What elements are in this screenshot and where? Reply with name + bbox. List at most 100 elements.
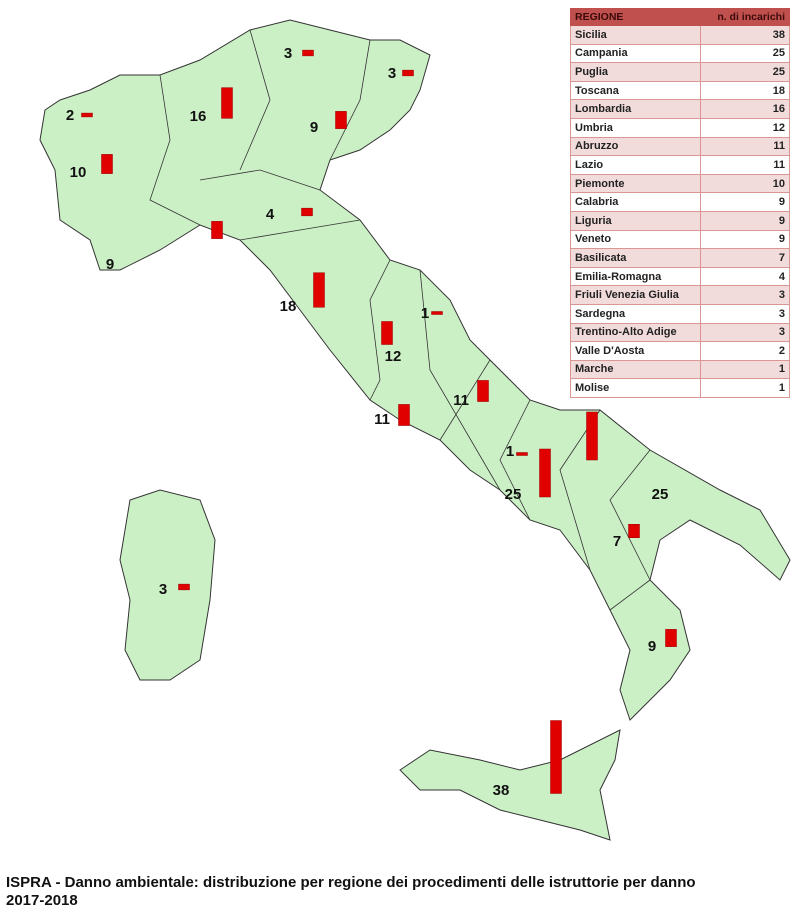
region-name: Abruzzo	[569, 136, 702, 157]
table-row: Friuli Venezia Giulia 3	[569, 285, 790, 305]
region-count: 3	[700, 322, 790, 343]
region-count: 9	[700, 192, 790, 212]
region-name: Friuli Venezia Giulia	[569, 285, 702, 305]
bar-friuli-venezia-giulia	[402, 69, 414, 77]
region-name: Calabria	[569, 192, 702, 212]
region-count: 2	[700, 341, 790, 361]
table-row: Lombardia 16	[569, 99, 790, 119]
bar-molise	[516, 452, 528, 456]
table-row: Basilicata 7	[569, 248, 790, 268]
region-count: 4	[700, 266, 790, 287]
region-count: 3	[700, 303, 790, 324]
table-row: Emilia-Romagna 4	[569, 266, 790, 287]
value-label: 9	[310, 119, 318, 136]
region-count: 25	[700, 43, 790, 64]
region-name: Piemonte	[569, 173, 702, 194]
mainland-italy	[39, 19, 791, 721]
region-name: Valle D'Aosta	[569, 341, 702, 361]
table-row: Valle D'Aosta 2	[569, 341, 790, 361]
bar-valle-d-aosta	[81, 112, 93, 118]
table-row: Abruzzo 11	[569, 136, 790, 157]
region-name: Liguria	[569, 210, 702, 231]
bar-veneto	[335, 111, 347, 129]
sardinia-island	[119, 489, 216, 681]
table-row: Piemonte 10	[569, 173, 790, 194]
region-count: 7	[700, 248, 790, 268]
table-row: Molise 1	[569, 378, 790, 398]
value-label: 1	[421, 305, 429, 322]
region-name: Molise	[569, 378, 702, 398]
region-name: Sardegna	[569, 303, 702, 324]
region-borders	[149, 29, 651, 611]
region-name: Lombardia	[569, 99, 702, 119]
region-count: 11	[700, 155, 790, 175]
region-name: Toscana	[569, 80, 702, 101]
value-label: 4	[266, 206, 275, 223]
region-name: Marche	[569, 359, 702, 380]
value-label: 7	[613, 533, 621, 550]
region-count: 11	[700, 136, 790, 157]
bar-sardegna	[178, 583, 190, 591]
table-row: Umbria 12	[569, 117, 790, 138]
sicily-island	[399, 729, 621, 841]
column-header-incarichi: n. di incarichi	[700, 8, 790, 26]
value-label: 16	[190, 108, 207, 125]
value-label: 11	[453, 392, 469, 409]
column-header-regione: REGIONE	[569, 8, 702, 26]
region-table: REGIONE n. di incarichi Sicilia 38 Campani…	[569, 8, 790, 398]
bar-trentino-alto-adige	[302, 49, 314, 57]
bar-umbria	[381, 321, 393, 345]
region-count: 18	[700, 80, 790, 101]
bar-abruzzo	[477, 380, 489, 402]
region-count: 1	[700, 378, 790, 398]
value-label: 3	[159, 581, 167, 598]
value-label: 9	[648, 638, 656, 655]
region-name: Puglia	[569, 62, 702, 82]
region-count: 9	[700, 229, 790, 250]
value-label: 1	[506, 443, 514, 460]
bar-calabria	[665, 629, 677, 647]
value-label: 12	[385, 348, 402, 365]
region-count: 1	[700, 359, 790, 380]
region-count: 25	[700, 62, 790, 82]
table-row: Puglia 25	[569, 62, 790, 82]
region-count: 10	[700, 173, 790, 194]
table-row: Toscana 18	[569, 80, 790, 101]
bar-lazio	[398, 404, 410, 426]
table-row: Sicilia 38	[569, 25, 790, 45]
region-name: Basilicata	[569, 248, 702, 268]
region-name: Lazio	[569, 155, 702, 175]
caption-line-2: 2017-2018	[6, 892, 78, 909]
region-count: 9	[700, 210, 790, 231]
value-label: 2	[66, 107, 74, 124]
table-row: Calabria 9	[569, 192, 790, 212]
bar-lombardia	[221, 87, 233, 119]
table-row: Trentino-Alto Adige 3	[569, 322, 790, 343]
region-name: Umbria	[569, 117, 702, 138]
caption-line-1: ISPRA - Danno ambientale: distribuzione …	[6, 874, 696, 891]
value-label: 25	[505, 486, 522, 503]
region-count: 3	[700, 285, 790, 305]
value-label: 3	[284, 45, 292, 62]
region-name: Trentino-Alto Adige	[569, 322, 702, 343]
table-row: Campania 25	[569, 43, 790, 64]
region-name: Emilia-Romagna	[569, 266, 702, 287]
bar-toscana	[313, 272, 325, 308]
region-count: 16	[700, 99, 790, 119]
value-label: 3	[388, 65, 396, 82]
bar-emilia-romagna	[301, 207, 313, 217]
region-name: Sicilia	[569, 25, 702, 45]
value-label: 18	[280, 298, 297, 315]
value-label: 9	[106, 256, 114, 273]
bar-campania	[539, 448, 551, 498]
bar-marche	[431, 311, 443, 315]
bar-basilicata	[628, 524, 640, 538]
table-row: Liguria 9	[569, 210, 790, 231]
region-name: Veneto	[569, 229, 702, 250]
table-row: Sardegna 3	[569, 303, 790, 324]
table-row: Lazio 11	[569, 155, 790, 175]
value-label: 11	[374, 411, 390, 428]
caption: ISPRA - Danno ambientale: distribuzione …	[6, 874, 796, 910]
table-row: Veneto 9	[569, 229, 790, 250]
